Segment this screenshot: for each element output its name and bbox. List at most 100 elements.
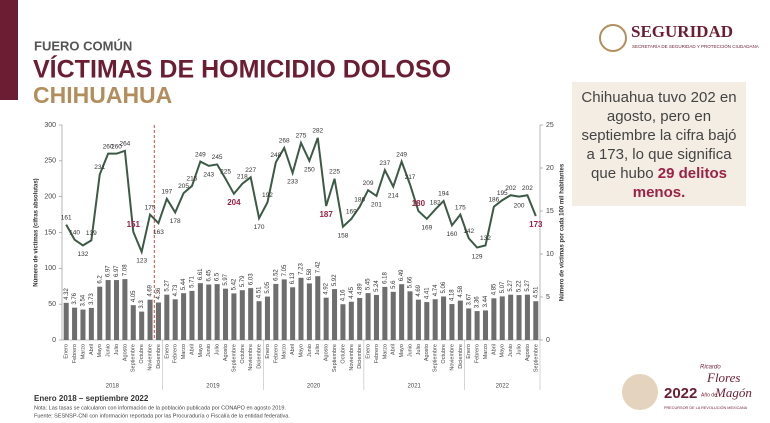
x-tick-label: Abril (391, 344, 397, 355)
x-tick-label: Agosto (223, 344, 229, 361)
bar (264, 296, 270, 340)
x-tick-label: Junio (307, 344, 313, 357)
bar-label: 3.73 (89, 293, 95, 305)
bar-label: 5.92 (332, 274, 338, 286)
bar (491, 298, 497, 340)
bar-label: 6.52 (273, 269, 279, 281)
x-tick-label: Agosto (122, 344, 128, 361)
x-tick-label: Enero (265, 344, 271, 359)
bar (332, 289, 338, 340)
x-tick-label: Febrero (273, 344, 279, 363)
footer-year: 2022 (664, 385, 697, 402)
y2-tick-label: 20 (546, 165, 554, 172)
bar-label: 4.85 (491, 283, 497, 295)
point-label: 233 (287, 179, 298, 186)
x-tick-label: Mayo (298, 344, 304, 357)
bar (72, 307, 78, 340)
x-tick-label: Septiembre (533, 344, 539, 372)
x-tick-label: Agosto (324, 344, 330, 361)
x-tick-label: Marzo (181, 344, 187, 359)
line (65, 137, 537, 256)
y-tick-label: 100 (44, 265, 56, 272)
bar (248, 288, 254, 340)
bar (298, 277, 304, 340)
bar-label: 6.45 (206, 269, 212, 281)
bar (139, 311, 145, 340)
point-label: 201 (371, 202, 382, 209)
x-tick-label: Octubre (139, 344, 145, 364)
bar-label: 5.44 (181, 278, 187, 290)
bar (197, 283, 203, 340)
y2-tick-label: 15 (546, 208, 554, 215)
point-label: 180 (412, 199, 426, 208)
point-label: 202 (505, 185, 516, 192)
x-tick-label: Mayo (500, 344, 506, 357)
point-label: 170 (254, 224, 265, 231)
footer-line3: Magón (714, 385, 752, 400)
year-label: 2020 (307, 384, 321, 390)
bar (155, 302, 161, 340)
bar (315, 276, 321, 340)
point-label: 200 (514, 202, 525, 209)
bar (164, 294, 170, 340)
point-label: 249 (195, 151, 206, 158)
point-label: 158 (338, 232, 349, 239)
y-tick-label: 300 (44, 122, 56, 129)
y2-tick-label: 25 (546, 122, 554, 129)
point-label: 129 (472, 253, 483, 260)
x-tick-label: Junio (407, 344, 413, 357)
logo-seal (599, 24, 627, 52)
bar-label: 3.36 (475, 296, 481, 308)
bar (415, 299, 421, 340)
point-label: 140 (69, 229, 80, 236)
x-tick-label: Septiembre (433, 344, 439, 372)
bar (508, 294, 514, 340)
x-tick-label: Febrero (475, 344, 481, 363)
bar-label: 6.03 (248, 273, 254, 285)
x-tick-label: Abril (89, 344, 95, 355)
bar-label: 5.06 (441, 281, 447, 293)
bar (231, 293, 237, 340)
bar-label: 5.05 (265, 281, 271, 293)
bar (457, 300, 463, 340)
bar (290, 287, 296, 340)
bar (130, 305, 136, 340)
point-label: 195 (497, 190, 508, 197)
point-label: 182 (430, 199, 441, 206)
point-label: 231 (94, 164, 105, 171)
point-label: 151 (127, 220, 141, 229)
bar (63, 302, 69, 340)
footer-line4: Año de (701, 392, 717, 398)
bar-label: 5.66 (408, 276, 414, 288)
bar-label: 3.3 (139, 300, 145, 309)
x-tick-label: Mayo (97, 344, 103, 357)
bar (348, 301, 354, 340)
x-tick-label: Enero (64, 344, 70, 359)
bar (181, 293, 187, 340)
x-tick-label: Noviembre (148, 344, 154, 371)
x-tick-label: Mayo (399, 344, 405, 357)
x-tick-label: Abril (491, 344, 497, 355)
y2-tick-label: 5 (546, 294, 550, 301)
bar-label: 5.71 (190, 276, 196, 288)
bar-label: 7.08 (122, 264, 128, 276)
callout-body: Chihuahua tuvo 202 en agosto, pero en se… (581, 89, 737, 182)
x-tick-label: Mayo (198, 344, 204, 357)
footer-line1: Ricardo (700, 365, 721, 371)
bar (365, 293, 371, 340)
footer-line2: Flores (706, 370, 740, 385)
bar (482, 310, 489, 340)
bar (88, 307, 94, 340)
x-tick-label: Octubre (441, 344, 447, 364)
x-tick-label: Enero (366, 344, 372, 359)
point-label: 218 (237, 173, 248, 180)
bar (407, 291, 413, 340)
x-tick-label: Marzo (282, 344, 288, 359)
bar-label: 5.27 (508, 279, 514, 291)
y2-tick-label: 0 (546, 337, 550, 344)
point-label: 186 (354, 196, 365, 203)
point-label: 264 (119, 141, 130, 148)
x-tick-label: Julio (315, 344, 321, 355)
